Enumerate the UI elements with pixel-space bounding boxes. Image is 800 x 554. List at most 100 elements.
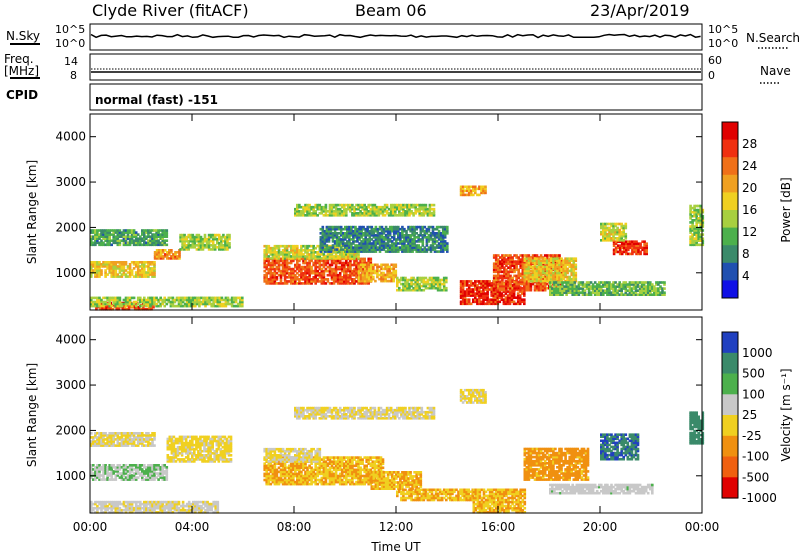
x-tick-label: 04:00 [175, 520, 210, 534]
colorbar-tick-label: 25 [742, 408, 757, 422]
y-axis-title: Slant Range [km] [25, 363, 39, 467]
scatter-region-8 [396, 488, 475, 502]
date-label: 23/Apr/2019 [590, 1, 690, 20]
freq-unit: [MHz] [4, 64, 40, 78]
cpid-value: normal (fast) -151 [95, 93, 218, 107]
station-title: Clyde River (fitACF) [92, 1, 249, 20]
nave-tick-top: 60 [708, 54, 722, 67]
x-tick-label: 00:00 [73, 520, 108, 534]
x-tick-label: 00:00 [685, 520, 720, 534]
colorbar-swatch [722, 373, 738, 395]
colorbar-swatch [722, 157, 738, 176]
scatter-region-12 [600, 433, 640, 461]
freq-tick-bottom: 8 [70, 69, 77, 82]
colorbar-tick-label: 1000 [742, 346, 773, 360]
nave-label: Nave [760, 64, 791, 78]
scatter-region-5 [90, 296, 244, 308]
colorbar-tick-label: -25 [742, 429, 762, 443]
scatter-region-13 [689, 411, 705, 445]
nsky-panel [89, 23, 703, 51]
nsky-tick-bottom: 10^0 [55, 37, 86, 50]
scatter-region-17 [600, 222, 628, 242]
freq-panel [89, 53, 703, 81]
colorbar-swatch [722, 122, 738, 141]
colorbar-tick-label: 500 [742, 367, 765, 381]
colorbar-swatch [722, 245, 738, 264]
colorbar-tick-label: 100 [742, 387, 765, 401]
scatter-region-7 [370, 471, 423, 490]
colorbar-swatch [722, 415, 738, 437]
x-axis-title: Time UT [370, 540, 421, 554]
scatter-region-11 [396, 276, 448, 292]
colorbar-swatch [722, 456, 738, 478]
x-tick-label: 16:00 [481, 520, 516, 534]
colorbar-tick-label: -1000 [742, 491, 777, 505]
scatter-region-11 [549, 483, 654, 495]
colorbar-tick-label: 12 [742, 225, 757, 239]
nsearch-label: N.Search [746, 31, 800, 45]
y-tick-label: 3000 [55, 175, 86, 189]
y-tick-label: 3000 [55, 378, 86, 392]
scatter-region-3 [90, 500, 220, 514]
y-tick-label: 1000 [55, 266, 86, 280]
y-tick-label: 4000 [55, 333, 86, 347]
colorbar-tick-label: 4 [742, 269, 750, 283]
colorbar-swatch [722, 210, 738, 229]
scatter-region-14 [459, 388, 487, 404]
colorbar-tick-label: 16 [742, 203, 757, 217]
x-tick-label: 12:00 [379, 520, 414, 534]
x-tick-label: 20:00 [583, 520, 618, 534]
scatter-region-6 [263, 257, 373, 285]
scatter-region-2 [166, 435, 233, 463]
colorbar-swatch [722, 139, 738, 158]
colorbar-tick-label: -100 [742, 450, 769, 464]
colorbar-swatch [722, 174, 738, 193]
scatter-region-1 [153, 249, 181, 260]
scatter-region-0 [90, 261, 156, 278]
scatter-region-10 [523, 447, 590, 481]
scatter-region-0 [90, 464, 169, 481]
colorbar-tick-label: 24 [742, 159, 757, 173]
scatter-region-15 [549, 281, 666, 296]
colorbar-swatch [722, 352, 738, 375]
colorbar-tick-label: 8 [742, 247, 750, 261]
colorbar-swatch [722, 477, 738, 499]
nave-tick-bottom: 0 [708, 69, 715, 82]
nsky-label: N.Sky [6, 29, 41, 43]
y-tick-label: 2000 [55, 220, 86, 234]
scatter-region-6 [294, 406, 436, 420]
scatter-region-3 [90, 229, 169, 247]
scatter-region-8 [357, 263, 398, 283]
scatter-region-1 [90, 432, 156, 447]
colorbar-swatch [722, 280, 738, 299]
velocity-panel: 1000 2000 3000 4000 Slant Range [km] 00:00 04:… [25, 316, 720, 534]
scatter-region-18 [689, 204, 705, 247]
y-axis-title: Slant Range [km] [25, 160, 39, 264]
beam-label: Beam 06 [355, 1, 427, 20]
scatter-region-9 [472, 488, 527, 514]
scatter-region-14 [523, 257, 578, 283]
y-tick-label: 1000 [55, 469, 86, 483]
colorbar-swatch [722, 192, 738, 211]
colorbar-swatch [722, 332, 738, 354]
velocity-colorbar: 1000 500 100 25 -25 -100 -500 -1000 Velocity [m … [721, 331, 793, 505]
power-colorbar: 4 8 12 16 20 24 28 Power [dB] [721, 121, 793, 299]
colorbar-swatch [722, 394, 738, 416]
nsearch-tick-top: 10^5 [708, 23, 739, 36]
scatter-region-10 [319, 225, 449, 253]
colorbar-tick-label: 20 [742, 181, 757, 195]
freq-label: Freq. [4, 52, 34, 66]
colorbar-frame [721, 331, 739, 499]
colorbar-title: Velocity [m s⁻¹] [779, 368, 793, 461]
colorbar-tick-label: 28 [742, 137, 757, 151]
scatter-region-9 [294, 203, 436, 217]
power-panel: 1000 2000 3000 4000 Slant Range [km] [25, 113, 705, 311]
colorbar-swatch [722, 262, 738, 281]
scatter-region-5 [263, 447, 322, 463]
cpid-panel [89, 83, 703, 111]
scatter-region-16 [612, 240, 648, 256]
x-tick-label: 08:00 [277, 520, 312, 534]
freq-tick-top: 14 [64, 55, 78, 68]
nsky-trace [90, 33, 701, 39]
